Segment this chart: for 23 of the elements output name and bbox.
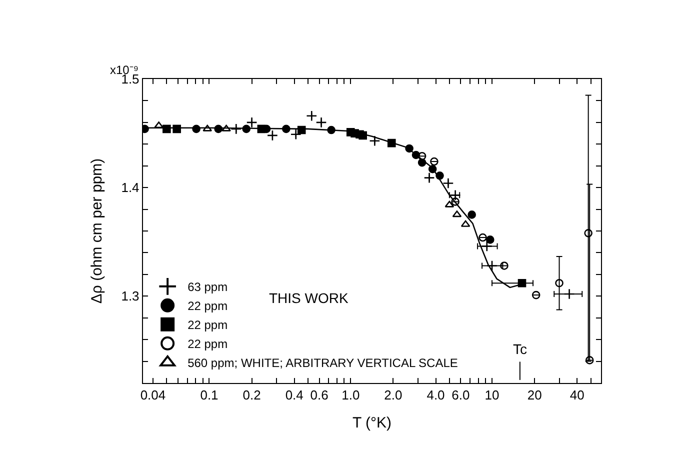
x-tick-label: 20: [527, 388, 542, 403]
x-tick-label: 0.2: [242, 388, 261, 403]
annotation: THIS WORK: [269, 290, 349, 306]
x-tick-label: 0.1: [200, 388, 218, 403]
x-tick-label: 1.0: [342, 388, 360, 403]
x-tick-label: 0.4: [285, 388, 304, 403]
legend-label: 22 ppm: [188, 318, 228, 332]
x-tick-label: 2.0: [384, 388, 402, 403]
x-tick-label: 40: [570, 388, 584, 403]
y-tick-label: 1.3: [121, 288, 140, 304]
legend-label: 63 ppm: [188, 280, 228, 294]
x-tick-label: 0.04: [140, 388, 166, 403]
x-tick-label: 6.0: [452, 388, 470, 403]
legend-label: 22 ppm: [188, 337, 228, 352]
x-tick-label: 4.0: [426, 388, 445, 403]
x-axis-title: T (°K): [352, 414, 392, 432]
legend-label: 22 ppm: [188, 299, 228, 314]
legend-label: 560 ppm; WHITE; ARBITRARY VERTICAL SCALE: [188, 356, 458, 370]
x-tick-label: 10: [484, 388, 500, 403]
x-tick-label: 0.6: [310, 388, 328, 403]
y-tick-label: 1.4: [121, 180, 140, 196]
annotation: Tc: [513, 341, 527, 357]
y-axis-title: Δρ (ohm cm per ppm): [88, 158, 106, 304]
